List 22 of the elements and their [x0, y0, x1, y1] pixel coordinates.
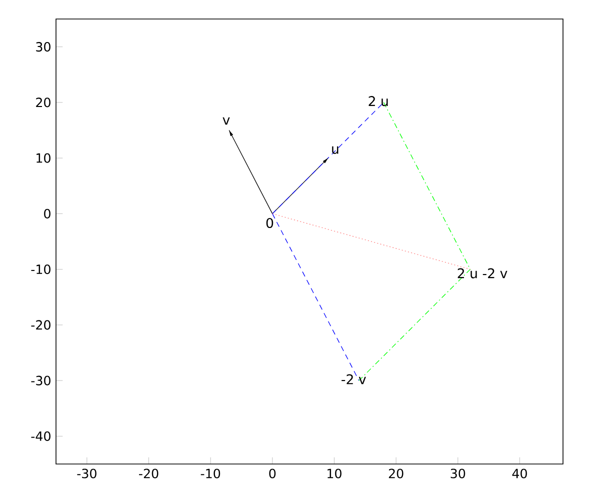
annotation: 0 — [266, 218, 274, 228]
x-tick-label: 40 — [512, 468, 527, 478]
y-tick-label: -10 — [31, 264, 50, 274]
annotation: -2 v — [342, 374, 366, 384]
y-tick-label: 0 — [44, 208, 50, 218]
x-tick-label: 0 — [269, 468, 276, 478]
y-tick-label: 30 — [36, 42, 50, 52]
y-tick-label: -40 — [31, 431, 50, 441]
x-tick-label: -20 — [139, 468, 158, 478]
annotation: u — [332, 146, 338, 154]
y-tick-label: -30 — [31, 376, 50, 386]
x-tick-label: 20 — [388, 468, 404, 478]
annotation: 2 u — [368, 96, 388, 106]
x-tick-label: -10 — [200, 468, 220, 478]
y-tick-label: 20 — [36, 98, 50, 108]
y-tick-label: 10 — [36, 153, 50, 163]
annotation: v — [222, 117, 230, 125]
y-tick-label: -20 — [31, 320, 50, 330]
x-tick-label: 30 — [450, 468, 466, 478]
x-tick-label: -30 — [77, 468, 96, 478]
annotation: 2 u -2 v — [458, 268, 508, 278]
x-tick-label: 10 — [328, 468, 342, 478]
